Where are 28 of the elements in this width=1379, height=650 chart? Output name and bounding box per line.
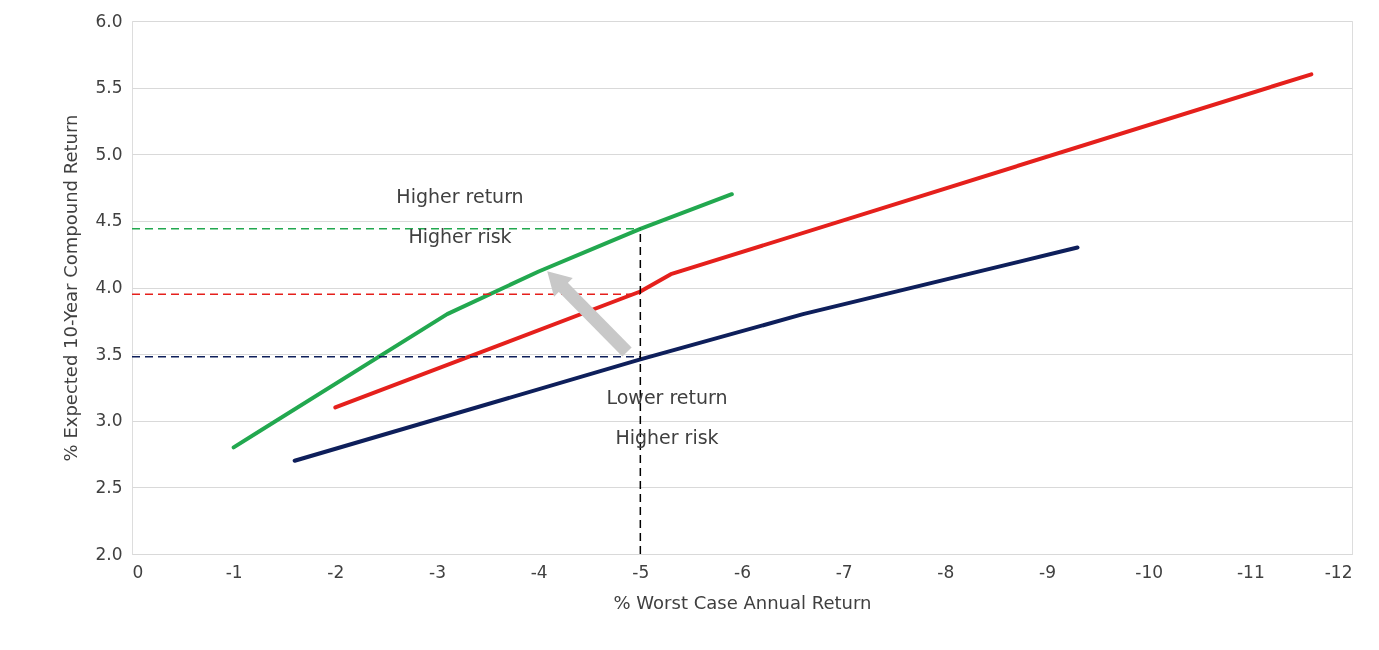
x-tick-label: -11: [1236, 561, 1265, 582]
x-tick-label: -3: [429, 561, 446, 582]
annotation: Higher risk: [408, 225, 512, 247]
x-tick-label: -7: [835, 561, 853, 582]
x-tick-label: -10: [1135, 561, 1164, 582]
x-tick-label: -5: [632, 561, 650, 582]
y-tick-label: 4.0: [95, 277, 123, 297]
y-tick-label: 4.5: [95, 210, 123, 231]
y-tick-label: 5.5: [95, 77, 123, 98]
x-axis-title: % Worst Case Annual Return: [613, 591, 872, 613]
x-tick-label: -6: [734, 561, 751, 582]
x-tick-label: -9: [1039, 561, 1056, 582]
x-tick-label: -8: [937, 561, 955, 582]
y-tick-label: 2.5: [95, 476, 123, 497]
y-tick-label: 2.0: [95, 543, 123, 564]
y-tick-label: 3.0: [95, 410, 123, 431]
x-tick-label: -1: [225, 561, 243, 582]
y-tick-label: 6.0: [95, 10, 123, 31]
y-axis-title: % Expected 10-Year Compound Return: [60, 114, 82, 462]
x-tick-label: 0: [132, 561, 144, 582]
annotation: Higher return: [396, 185, 524, 207]
x-tick-label: -2: [327, 561, 345, 582]
annotation: Higher risk: [615, 426, 719, 448]
x-tick-label: -12: [1324, 561, 1353, 582]
y-tick-label: 3.5: [95, 343, 123, 364]
x-tick-label: -4: [530, 561, 548, 582]
y-tick-label: 5.0: [95, 143, 123, 164]
annotation: Lower return: [606, 386, 728, 408]
